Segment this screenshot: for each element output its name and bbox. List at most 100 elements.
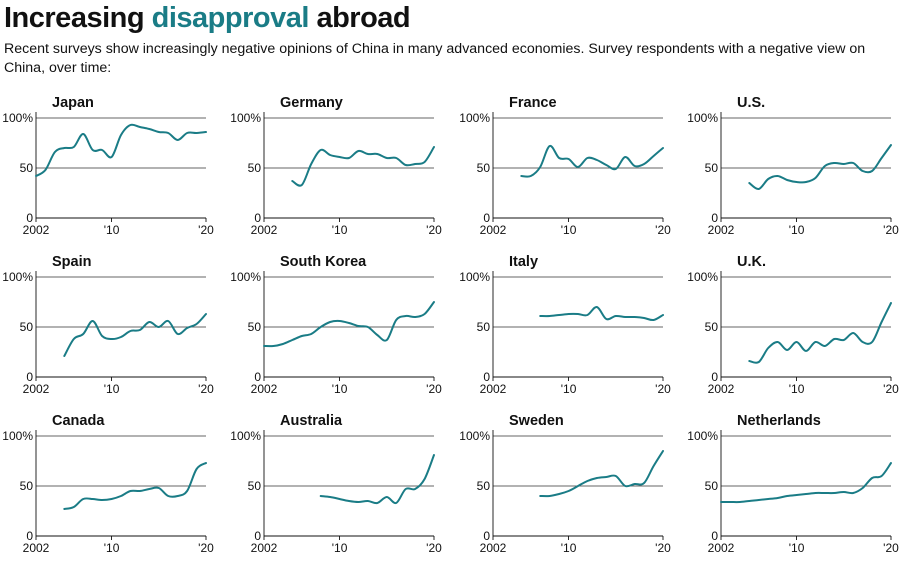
y-tick-label: 100% xyxy=(230,429,261,443)
x-tick-label: 2002 xyxy=(480,223,507,237)
y-tick-label: 100% xyxy=(459,111,490,125)
x-tick-label: 2002 xyxy=(708,541,735,555)
x-tick-label: '20 xyxy=(198,223,214,237)
y-tick-label: 100% xyxy=(459,270,490,284)
x-tick-label: 2002 xyxy=(251,382,278,396)
x-tick-label: '20 xyxy=(426,541,442,555)
x-tick-label: '10 xyxy=(332,382,348,396)
y-tick-label: 0 xyxy=(711,529,718,543)
chart-title: Italy xyxy=(509,254,538,270)
y-tick-label: 100% xyxy=(687,429,718,443)
x-tick-label: '10 xyxy=(561,223,577,237)
y-tick-label: 0 xyxy=(254,211,261,225)
y-tick-label: 100% xyxy=(2,270,33,284)
x-tick-label: 2002 xyxy=(480,541,507,555)
x-tick-label: '20 xyxy=(883,223,899,237)
y-tick-label: 50 xyxy=(705,161,719,175)
page-title: Increasing disapproval abroad xyxy=(4,0,411,36)
chart-title: Netherlands xyxy=(737,413,821,429)
y-tick-label: 50 xyxy=(248,161,262,175)
series-line-netherlands xyxy=(720,462,892,504)
x-tick-label: 2002 xyxy=(23,541,50,555)
y-tick-label: 0 xyxy=(26,370,33,384)
chart-title: Australia xyxy=(280,413,343,429)
x-tick-label: 2002 xyxy=(480,382,507,396)
x-tick-label: '10 xyxy=(104,541,120,555)
y-tick-label: 50 xyxy=(477,320,491,334)
y-tick-label: 50 xyxy=(20,161,34,175)
title-part-2: abroad xyxy=(308,2,411,34)
x-tick-label: '20 xyxy=(198,382,214,396)
y-tick-label: 0 xyxy=(483,211,490,225)
y-tick-label: 100% xyxy=(230,111,261,125)
x-tick-label: '10 xyxy=(332,541,348,555)
y-tick-label: 100% xyxy=(687,270,718,284)
chart-title: Canada xyxy=(52,413,105,429)
x-tick-label: '10 xyxy=(561,382,577,396)
x-tick-label: '20 xyxy=(198,541,214,555)
x-tick-label: '10 xyxy=(104,382,120,396)
y-tick-label: 50 xyxy=(248,479,262,493)
x-tick-label: 2002 xyxy=(708,382,735,396)
y-tick-label: 0 xyxy=(483,370,490,384)
y-tick-label: 0 xyxy=(483,529,490,543)
y-tick-label: 50 xyxy=(20,320,34,334)
chart-title: Spain xyxy=(52,254,91,270)
x-tick-label: '20 xyxy=(655,541,671,555)
series-line-u-s xyxy=(748,144,892,191)
y-tick-label: 0 xyxy=(26,211,33,225)
y-tick-label: 50 xyxy=(705,320,719,334)
y-tick-label: 50 xyxy=(248,320,262,334)
y-tick-label: 50 xyxy=(477,161,491,175)
series-line-australia xyxy=(319,454,435,505)
series-line-france xyxy=(520,144,664,178)
chart-title: U.S. xyxy=(737,95,765,111)
series-line-germany xyxy=(291,146,435,187)
x-tick-label: '20 xyxy=(883,382,899,396)
series-line-italy xyxy=(539,306,664,322)
chart-title: Germany xyxy=(280,95,343,111)
title-highlight: disapproval xyxy=(151,2,310,34)
series-line-u-k xyxy=(748,302,892,364)
x-tick-label: '20 xyxy=(883,541,899,555)
series-line-spain xyxy=(63,313,207,357)
y-tick-label: 0 xyxy=(254,529,261,543)
y-tick-label: 0 xyxy=(711,370,718,384)
y-tick-label: 100% xyxy=(2,111,33,125)
x-tick-label: 2002 xyxy=(23,382,50,396)
x-tick-label: '10 xyxy=(332,223,348,237)
chart-title: South Korea xyxy=(280,254,367,270)
x-tick-label: '10 xyxy=(789,223,805,237)
x-tick-label: '20 xyxy=(655,223,671,237)
series-line-sweden xyxy=(539,450,664,498)
x-tick-label: '10 xyxy=(104,223,120,237)
x-tick-label: 2002 xyxy=(708,223,735,237)
chart-title: Japan xyxy=(52,95,94,111)
x-tick-label: '10 xyxy=(789,382,805,396)
x-tick-label: '10 xyxy=(789,541,805,555)
y-tick-label: 0 xyxy=(26,529,33,543)
series-line-south-korea xyxy=(263,301,435,348)
subtitle: Recent surveys show increasingly negativ… xyxy=(4,41,866,76)
y-tick-label: 50 xyxy=(477,479,491,493)
series-line-canada xyxy=(63,462,207,510)
y-tick-label: 50 xyxy=(705,479,719,493)
y-tick-label: 0 xyxy=(711,211,718,225)
chart-title: Sweden xyxy=(509,413,564,429)
x-tick-label: 2002 xyxy=(251,541,278,555)
y-tick-label: 50 xyxy=(20,479,34,493)
title-part-1: Increasing xyxy=(4,2,152,34)
x-tick-label: '20 xyxy=(655,382,671,396)
